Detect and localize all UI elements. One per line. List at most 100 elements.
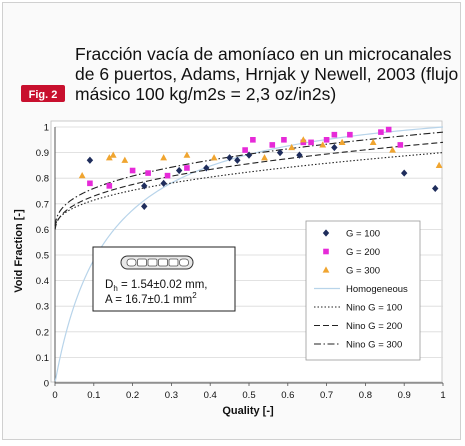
void-fraction-chart: Fracción vacía de amoníaco en un microca… [13, 44, 458, 417]
data-point-g-200 [331, 131, 338, 138]
data-point-g-100 [175, 166, 183, 175]
data-point-g-300 [299, 136, 307, 143]
x-tick-label: 0.8 [359, 390, 372, 401]
data-point-g-100 [401, 169, 408, 177]
legend-label-homogeneous: Homogeneous [346, 284, 408, 295]
data-point-g-200 [242, 147, 248, 153]
data-point-g-100 [141, 182, 148, 190]
y-tick-label: 0 [44, 379, 49, 390]
x-tick-label: 0.2 [126, 390, 139, 401]
x-tick-labels: 0 0.1 0.2 0.3 0.4 0.5 0.6 0.7 0.8 0.9 1 [52, 390, 445, 401]
figure-frame: Fracción vacía de amoníaco en un microca… [2, 2, 461, 440]
y-tick-label: 0.2 [36, 327, 49, 338]
legend-label-nino-g-100: Nino G = 100 [346, 303, 402, 314]
legend-marker-g-100 [322, 229, 330, 237]
data-point-g-100 [245, 151, 253, 159]
data-point-g-200 [323, 137, 330, 143]
geometry-inset: Dh = 1.54±0.02 mm, A = 16.7±0.1 mm2 [92, 246, 236, 312]
title-line-3: másico 100 kg/m2s = 2,3 oz/in2s) [75, 84, 336, 104]
x-tick-label: 0.3 [165, 390, 178, 401]
x-tick-label: 0.9 [398, 390, 411, 401]
data-point-g-200 [281, 137, 287, 143]
data-point-g-100 [331, 143, 338, 152]
legend-label-g-200: G = 200 [346, 247, 380, 258]
x-tick-label: 0.1 [87, 390, 100, 401]
data-point-g-200 [378, 129, 384, 135]
inset-area: A = 16.7±0.1 mm2 [105, 291, 197, 306]
y-tick-label: 0.4 [36, 276, 49, 287]
title-line-1: Fracción vacía de amoníaco en un microca… [75, 44, 452, 64]
x-axis-label: Quality [-] [222, 405, 274, 417]
y-tick-label: 0.6 [36, 225, 49, 236]
x-tick-label: 0 [52, 390, 57, 401]
data-point-g-100 [203, 164, 210, 172]
chart-title: Fracción vacía de amoníaco en un microca… [75, 44, 458, 104]
data-point-g-100 [276, 149, 284, 157]
y-tick-label: 0.8 [36, 174, 49, 185]
data-point-g-300 [319, 141, 327, 148]
data-point-g-200 [397, 142, 404, 148]
curve-nino-g-200 [54, 141, 444, 230]
data-point-g-300 [160, 154, 168, 161]
y-tick-label: 0.5 [36, 251, 49, 262]
y-tick-label: 0.3 [36, 302, 49, 313]
data-point-g-200 [145, 170, 151, 176]
curve-nino-g-300 [54, 131, 444, 226]
data-point-g-200 [87, 180, 93, 187]
curve-homogeneous [54, 126, 444, 382]
x-tick-label: 0.7 [320, 390, 333, 401]
y-tick-label: 0.1 [36, 353, 49, 364]
x-tick-label: 0.4 [204, 390, 217, 401]
data-point-g-300 [183, 151, 191, 158]
x-tick-label: 0.6 [281, 390, 294, 401]
data-point-g-200 [308, 139, 314, 146]
data-point-g-300 [121, 156, 129, 163]
data-point-g-300 [288, 143, 296, 151]
data-points [78, 126, 443, 210]
data-point-g-300 [261, 154, 268, 161]
y-tick-label: 1 [44, 123, 49, 134]
legend-marker-g-300 [322, 266, 330, 273]
legend-marker-g-200 [323, 248, 329, 255]
legend-label-g-300: G = 300 [346, 266, 380, 277]
microchannel-tube-icon [120, 255, 194, 270]
data-point-g-300 [338, 138, 346, 145]
axes [54, 127, 444, 386]
x-tick-label: 1 [440, 390, 445, 401]
data-point-g-200 [347, 131, 353, 138]
inset-hydraulic-diameter: Dh = 1.54±0.02 mm, [105, 279, 208, 293]
legend-label-nino-g-300: Nino G = 300 [346, 340, 402, 351]
data-point-g-300 [78, 172, 86, 179]
x-tick-label: 0.5 [242, 390, 255, 401]
data-point-g-200 [250, 137, 256, 143]
data-point-g-300 [210, 154, 218, 161]
y-tick-label: 0.7 [36, 199, 49, 210]
data-point-g-300 [369, 138, 377, 145]
data-point-g-300 [389, 146, 396, 153]
data-point-g-200 [184, 165, 190, 171]
data-point-g-200 [164, 172, 171, 179]
data-point-g-100 [234, 156, 241, 164]
data-point-g-200 [129, 167, 136, 174]
legend-label-g-100: G = 100 [346, 229, 380, 240]
y-tick-labels: 0 0.1 0.2 0.3 0.4 0.5 0.6 0.7 0.8 0.9 1 [36, 123, 49, 390]
data-point-g-200 [106, 183, 113, 189]
data-point-g-100 [226, 154, 233, 162]
figure-tag-label: Fig. 2 [29, 89, 58, 101]
data-point-g-200 [385, 126, 392, 133]
figure-tag: Fig. 2 [21, 85, 65, 102]
data-point-g-300 [435, 161, 443, 168]
y-axis-label: Void Fraction [-] [13, 209, 25, 293]
data-point-g-300 [105, 154, 113, 161]
title-line-2: de 6 puertos, Adams, Hrnjak y Newell, 20… [75, 64, 458, 84]
data-point-g-300 [109, 151, 117, 158]
legend-label-nino-g-200: Nino G = 200 [346, 321, 402, 332]
data-point-g-100 [296, 151, 303, 159]
y-tick-label: 0.9 [36, 148, 49, 159]
legend: G = 100 G = 200 G = 300 Homogeneous Nino G =… [305, 220, 421, 361]
data-point-g-100 [86, 156, 94, 164]
model-curves [54, 126, 444, 382]
data-point-g-100 [432, 184, 439, 193]
data-point-g-100 [160, 179, 167, 187]
curve-nino-g-100 [54, 152, 444, 227]
